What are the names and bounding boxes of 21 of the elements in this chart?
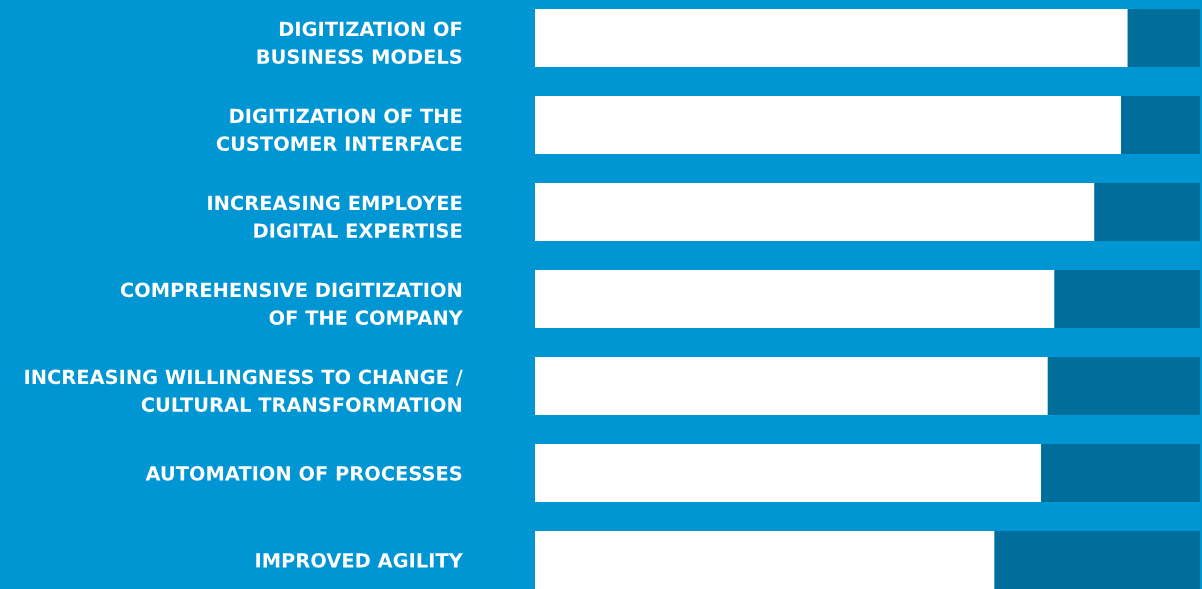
bar <box>535 183 1095 241</box>
bar <box>1094 183 1200 241</box>
y-tick-label: COMPREHENSIVE DIGITIZATION OF THE COMPANY <box>120 282 463 325</box>
bar <box>535 270 1055 328</box>
bar <box>1121 96 1200 154</box>
y-tick-label: DIGITIZATION OF BUSINESS MODELS <box>257 21 462 64</box>
bar <box>1041 444 1200 502</box>
bar <box>535 531 995 589</box>
bar <box>994 531 1200 589</box>
bar <box>535 9 1128 67</box>
y-tick-label: DIGITIZATION OF THE CUSTOMER INTERFACE <box>216 108 462 151</box>
bar <box>1047 357 1200 415</box>
y-tick-label: AUTOMATION OF PROCESSES <box>145 465 462 481</box>
bar <box>1127 9 1200 67</box>
bar <box>535 444 1042 502</box>
y-tick-label: INCREASING WILLINGNESS TO CHANGE / CULTURAL TRANSFORMATION <box>25 369 463 412</box>
y-tick-label: INCREASING EMPLOYEE DIGITAL EXPERTISE <box>208 195 462 238</box>
y-tick-label: IMPROVED AGILITY <box>256 552 463 568</box>
bar <box>1054 270 1200 328</box>
bar <box>535 357 1048 415</box>
bar <box>535 96 1122 154</box>
